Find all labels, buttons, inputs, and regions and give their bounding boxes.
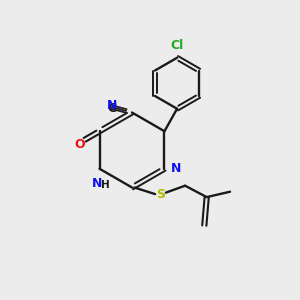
Text: N: N xyxy=(92,177,102,190)
Text: C: C xyxy=(107,102,116,115)
Text: H: H xyxy=(100,180,109,190)
Text: O: O xyxy=(75,137,86,151)
Text: S: S xyxy=(156,188,165,201)
Text: N: N xyxy=(106,99,117,112)
Text: Cl: Cl xyxy=(170,39,184,52)
Text: N: N xyxy=(171,162,181,175)
